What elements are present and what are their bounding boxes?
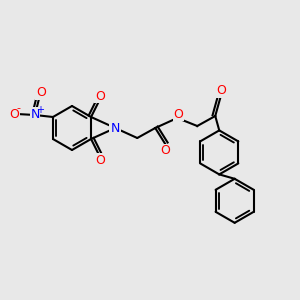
Text: O: O (173, 107, 183, 121)
Text: O: O (9, 107, 19, 121)
Text: +: + (36, 105, 44, 115)
Text: O: O (95, 89, 105, 103)
Text: O: O (36, 86, 46, 100)
Text: O: O (95, 154, 105, 166)
Text: N: N (111, 122, 120, 134)
Text: O: O (160, 145, 170, 158)
Text: -: - (17, 103, 21, 113)
Text: N: N (30, 107, 40, 121)
Text: O: O (216, 85, 226, 98)
